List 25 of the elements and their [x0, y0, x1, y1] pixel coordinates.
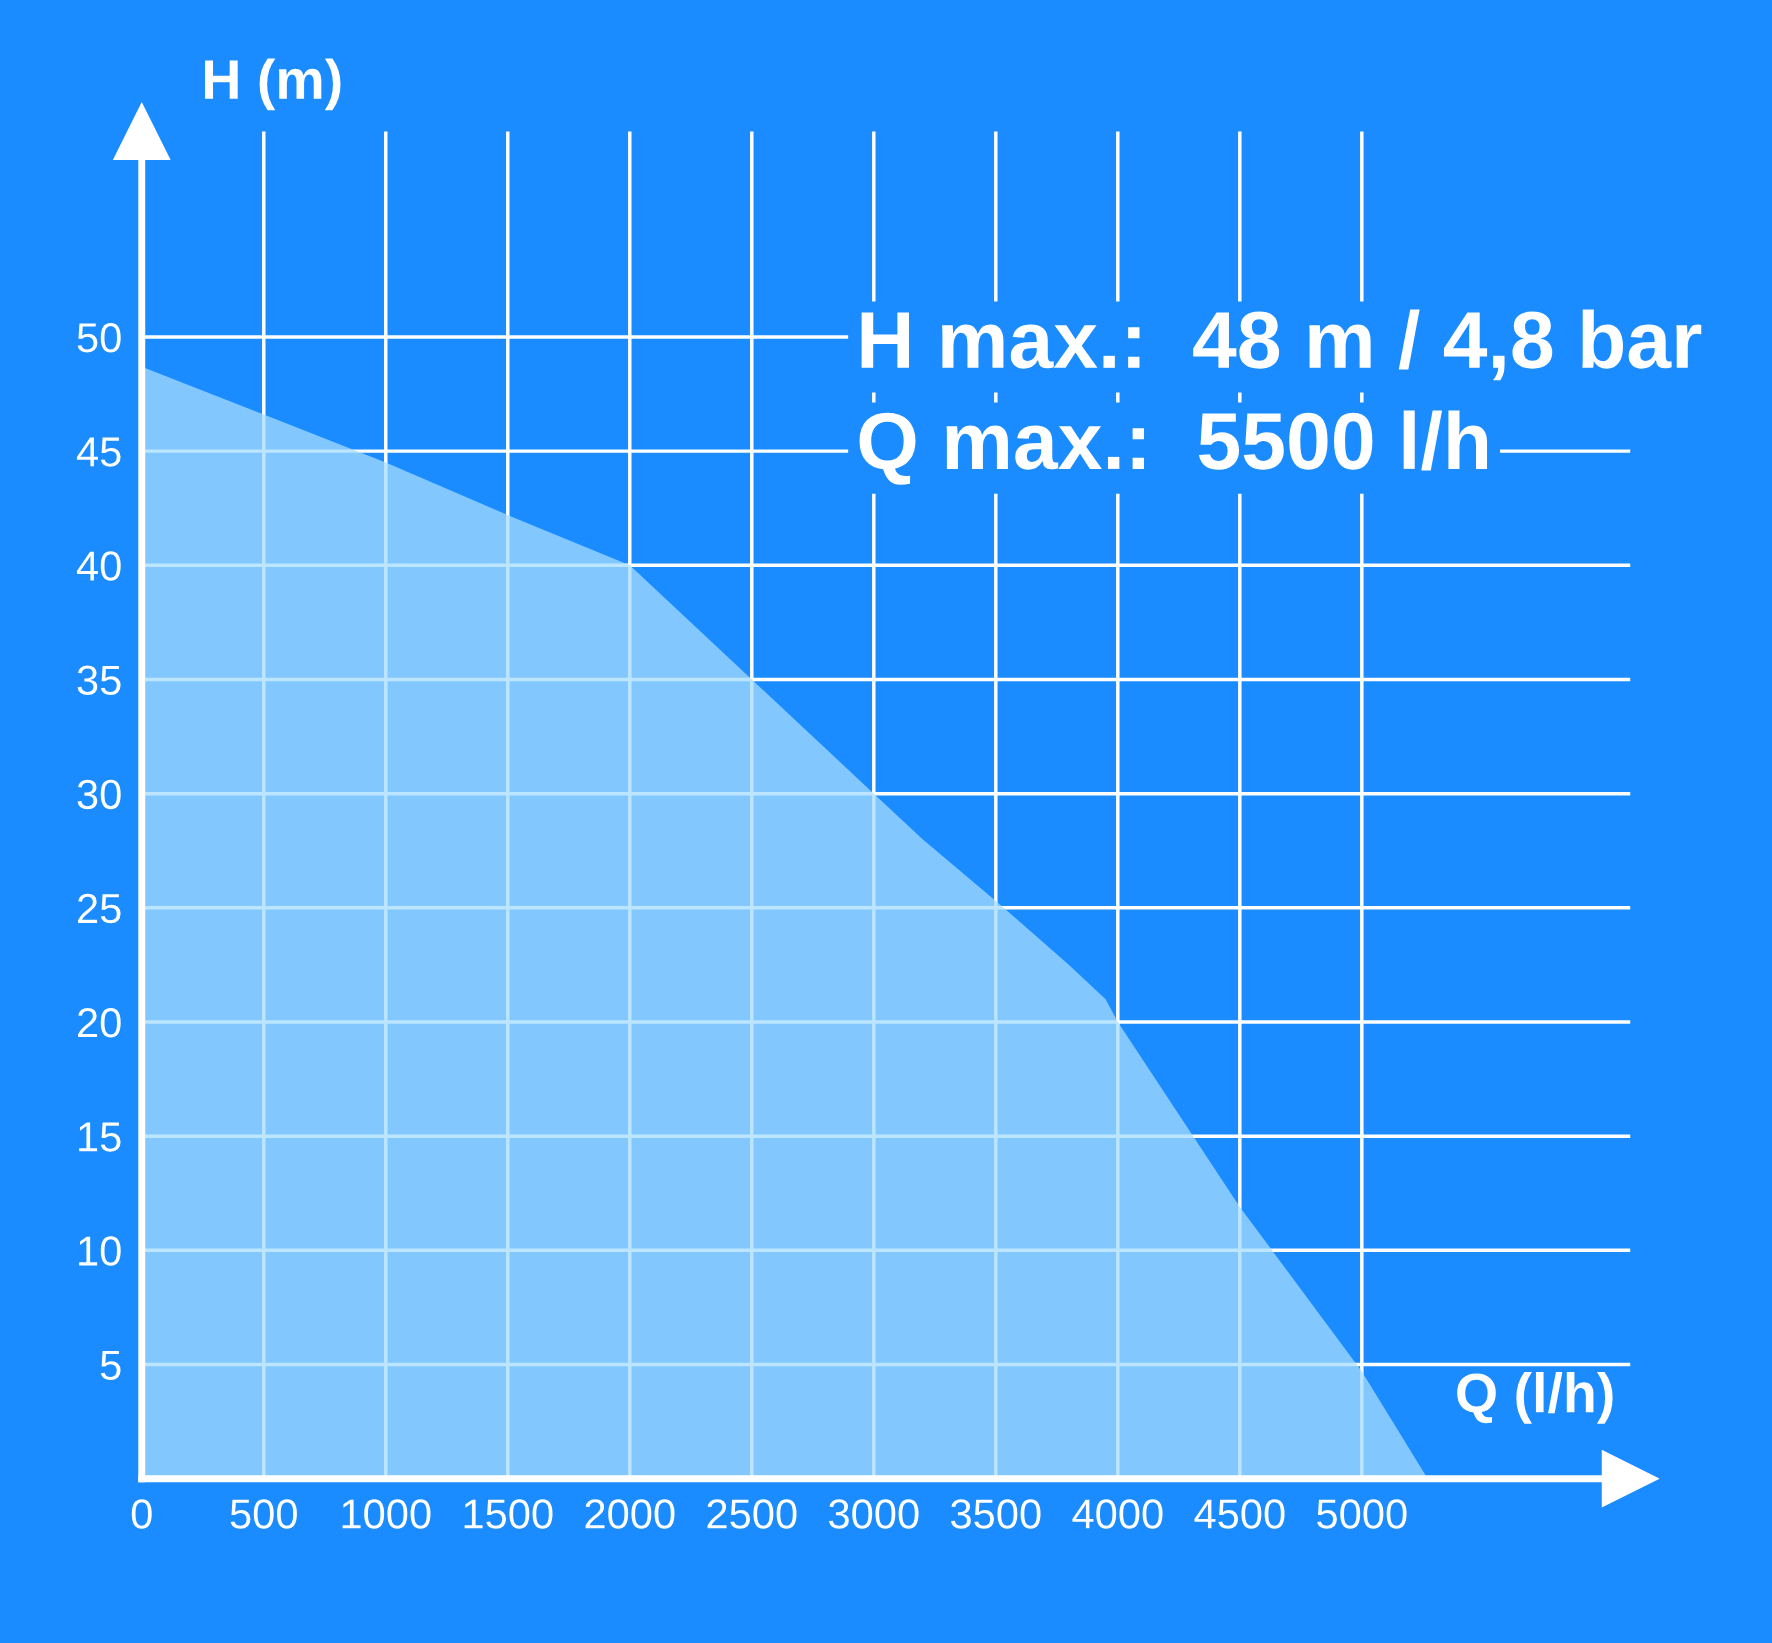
x-tick-label: 4000	[1072, 1499, 1163, 1529]
annotation: Q max.: 5500 l/h	[859, 410, 1488, 485]
y-axis-title: H (m)	[205, 58, 341, 111]
x-axis-title: Q (l/h)	[1457, 1371, 1613, 1424]
y-tick-label: 40	[76, 551, 121, 581]
x-tick-label: 5000	[1317, 1499, 1407, 1529]
x-tick-label: 4500	[1194, 1499, 1285, 1529]
x-tick-label: 3000	[829, 1499, 919, 1529]
y-tick-label: 35	[77, 665, 121, 695]
y-tick-label: 15	[79, 1122, 121, 1152]
x-tick-label: 1500	[464, 1499, 553, 1529]
x-tick-label: 2000	[585, 1499, 675, 1529]
y-tick-label: 20	[78, 1008, 121, 1038]
y-tick-label: 10	[79, 1236, 121, 1266]
x-tick-label: 0	[131, 1499, 152, 1529]
y-tick-label: 45	[76, 437, 121, 467]
y-tick-label: 5	[100, 1350, 121, 1381]
y-tick-label: 25	[78, 893, 121, 924]
x-tick-label: 3500	[951, 1499, 1041, 1529]
x-tick-label: 500	[230, 1499, 297, 1529]
annotation: H max.: 48 m / 4,8 bar	[861, 309, 1702, 381]
y-tick-label: 50	[77, 322, 121, 353]
y-tick-label: 30	[77, 779, 121, 810]
x-tick-label: 1000	[342, 1499, 431, 1529]
x-tick-label: 2500	[707, 1499, 797, 1529]
